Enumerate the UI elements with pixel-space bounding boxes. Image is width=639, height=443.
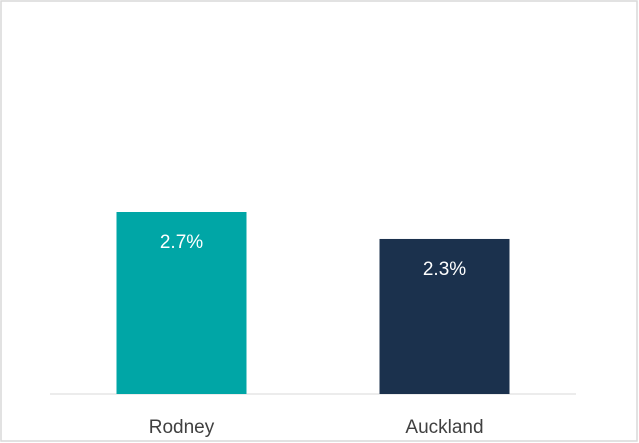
data-label: 2.7% <box>160 232 203 253</box>
x-tick-label: Auckland <box>405 417 483 438</box>
bar <box>379 238 510 394</box>
data-label: 2.3% <box>423 259 466 280</box>
x-tick-label: Rodney <box>149 417 215 438</box>
bar <box>116 212 247 394</box>
